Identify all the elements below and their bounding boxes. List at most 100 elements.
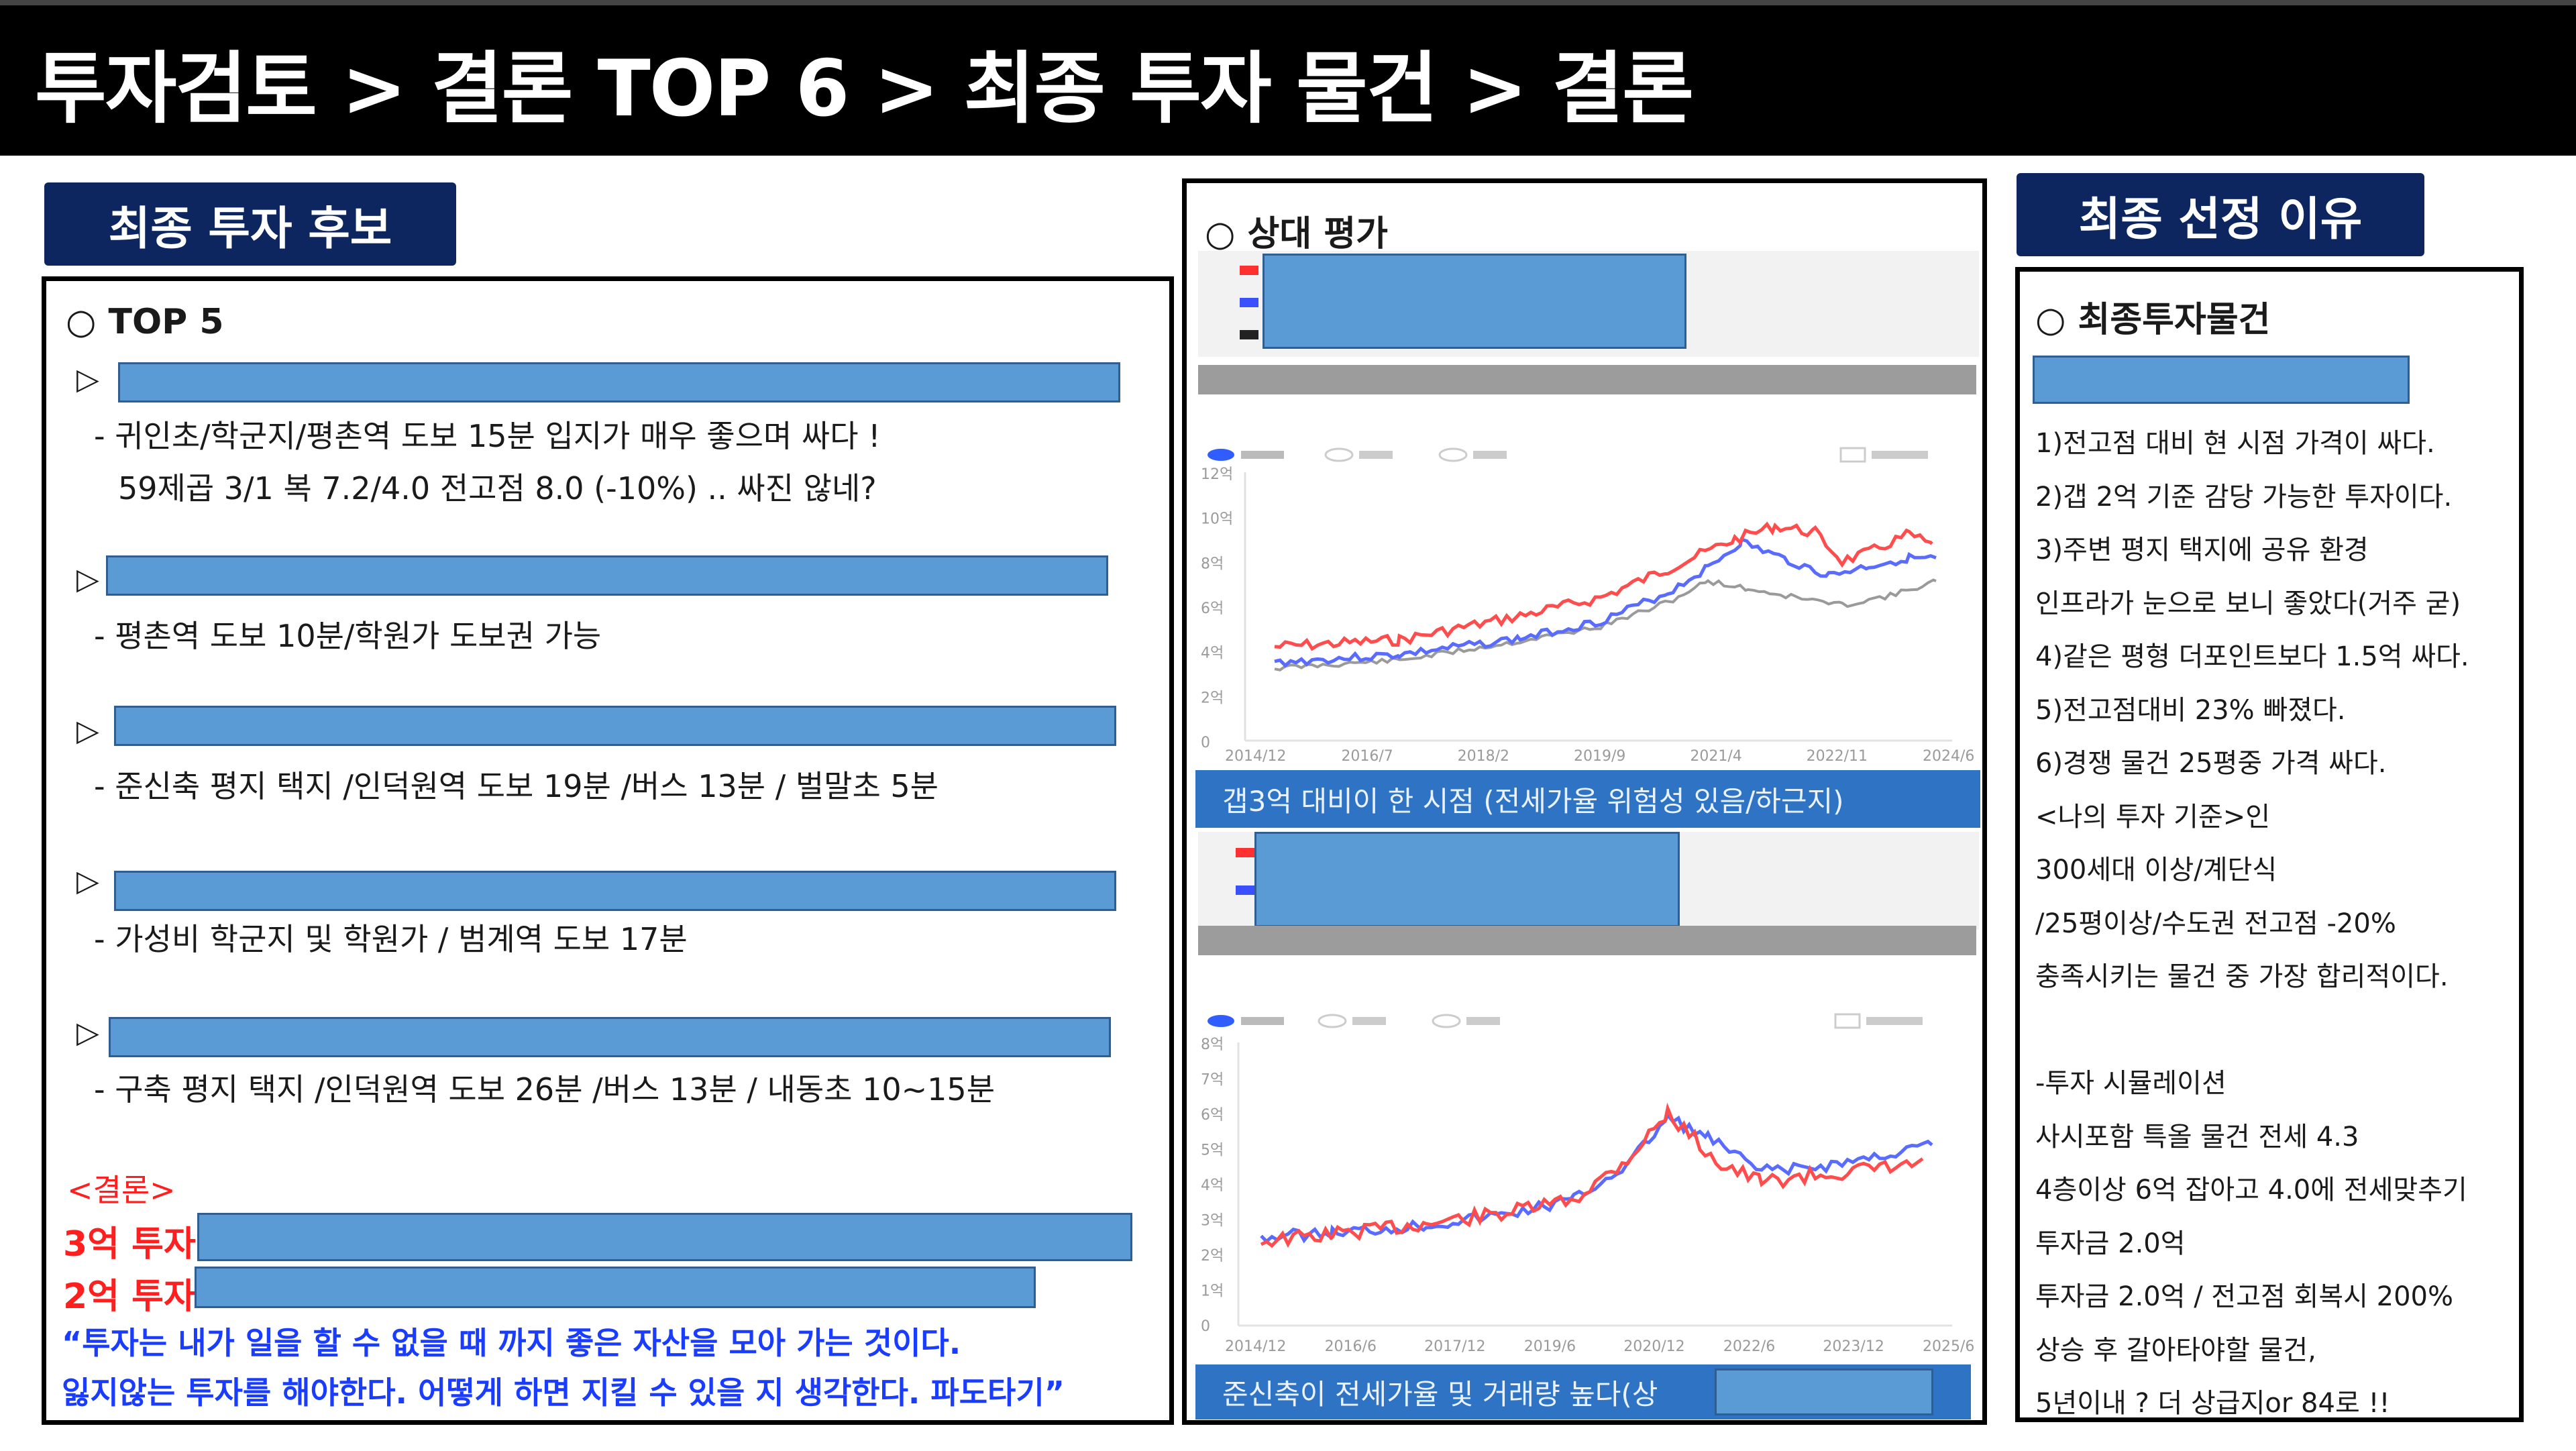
x-tick-label: 2024/6 [1923,748,1974,765]
redacted-candidate-name [114,871,1116,911]
chart2-svg: 8억 7억 6억 5억 4억 3억 2억 1억 0 2014/12 2016/6 2017/12 20… [1201,1013,1974,1355]
candidate-marker: ▷ [76,562,99,596]
candidate-marker: ▷ [76,1016,99,1050]
chart2-toggles [1208,1013,1923,1029]
chart1-caption: 갭3억 대비이 한 시점 (전세가율 위험성 있음/하근지) [1195,770,1980,828]
y-tick-label: 4억 [1201,1177,1224,1194]
reason-line: <나의 투자 기준>인 [2035,801,2271,832]
x-tick-label: 2019/9 [1574,748,1625,765]
relative-evaluation-heading: ○ 상대 평가 [1205,214,1388,254]
reason-line: 300세대 이상/계단식 [2035,855,2277,885]
redacted-chart2-caption [1715,1368,1933,1415]
candidate-detail: - 가성비 학군지 및 학원가 / 범계역 도보 17분 [94,921,688,957]
quote-line-1: “투자는 내가 일을 할 수 없을 때 까지 좋은 자산을 모아 가는 것이다. [62,1325,961,1361]
page-title: 투자검토 > 결론 TOP 6 > 최종 투자 물건 > 결론 [35,44,1694,134]
y-tick-label: 2억 [1201,690,1224,706]
redacted-chart1-legend [1263,254,1686,349]
chart2: 8억 7억 6억 5억 4억 3억 2억 1억 0 2014/12 2016/6 2017/12 20… [1198,963,1979,1366]
chart1-toggles [1208,447,1928,463]
reason-line: 충족시키는 물건 중 가장 합리적이다. [2035,961,2449,992]
x-tick-label: 2016/7 [1341,748,1393,765]
reason-line: 상승 후 갈아타야할 물건, [2035,1334,2316,1366]
chart1-legend-area [1198,251,1979,357]
reason-line: 3)주변 평지 택지에 공유 환경 [2035,535,2369,566]
x-tick-label: 2016/6 [1325,1338,1377,1355]
final-selection-reason-label: 최종 선정 이유 [2017,173,2424,256]
y-tick-label: 10억 [1201,511,1233,528]
x-tick-label: 2018/2 [1458,748,1509,765]
chart1-svg: 12억 10억 8억 6억 4억 2억 0 2014/12 2016/7 2018/2 2019/… [1201,447,1974,765]
y-tick-label: 5억 [1201,1142,1224,1159]
final-candidates-label: 최종 투자 후보 [44,182,456,266]
chart2-header-bar [1198,926,1976,955]
title-bar [0,0,2576,156]
reason-line: 사시포함 특올 물건 전세 4.3 [2035,1121,2359,1152]
redacted-candidate-name [106,555,1108,596]
redacted-candidate-name [109,1017,1111,1057]
legend-swatch-blue [1236,885,1254,895]
x-tick-label: 2014/12 [1225,748,1286,765]
final-selection-panel [2015,267,2524,1422]
candidate-marker: ▷ [76,864,99,898]
y-tick-label: 6억 [1201,600,1224,617]
reason-line: -투자 시뮬레이션 [2035,1068,2226,1099]
y-tick-label: 0 [1201,735,1210,751]
reason-line: 6)경쟁 물건 25평중 가격 싸다. [2035,748,2387,779]
reason-line: 투자금 2.0억 [2035,1228,2186,1259]
y-tick-label: 0 [1201,1318,1210,1335]
reason-line: 2)갭 2억 기준 감당 가능한 투자이다. [2035,481,2453,513]
candidate-detail: 59제곱 3/1 복 7.2/4.0 전고점 8.0 (-10%) .. 싸진 … [118,470,877,506]
x-tick-label: 2019/6 [1524,1338,1576,1355]
x-tick-label: 2023/12 [1823,1338,1884,1355]
reason-line: /25평이상/수도권 전고점 -20% [2035,908,2396,939]
y-tick-label: 12억 [1201,466,1233,483]
redacted-chart2-legend [1254,832,1680,927]
top5-heading: ○ TOP 5 [66,302,224,342]
invest-3eok-label: 3억 투자 [63,1224,196,1265]
redacted-3eok-pick [197,1213,1132,1261]
reason-line: 1)전고점 대비 현 시점 가격이 싸다. [2035,428,2435,459]
candidate-marker: ▷ [76,362,99,396]
x-tick-label: 2017/12 [1424,1338,1485,1355]
reason-line: 4)같은 평형 더포인트보다 1.5억 싸다. [2035,641,2469,672]
candidate-marker: ▷ [76,714,99,748]
x-tick-label: 2014/12 [1225,1338,1286,1355]
reason-line: 투자금 2.0억 / 전고점 회복시 200% [2035,1281,2454,1312]
candidate-detail: - 평촌역 도보 10분/학원가 도보권 가능 [94,618,602,654]
legend-swatch-black [1240,330,1258,339]
candidate-detail: - 준신축 평지 택지 /인덕원역 도보 19분 /버스 13분 / 벌말초 5… [94,768,938,804]
redacted-candidate-name [114,706,1116,746]
reason-line: 5년이내 ? 더 상급지or 84로 !! [2035,1388,2390,1419]
y-tick-label: 8억 [1201,1036,1224,1053]
y-tick-label: 1억 [1201,1283,1224,1300]
x-tick-label: 2021/4 [1690,748,1741,765]
reason-line: 인프라가 눈으로 보니 좋았다(거주 굳) [2035,588,2461,619]
chart1-header-bar [1198,365,1976,394]
x-tick-label: 2025/6 [1923,1338,1974,1355]
x-tick-label: 2020/12 [1623,1338,1684,1355]
candidate-detail: - 귀인초/학군지/평촌역 도보 15분 입지가 매우 좋으며 싸다 ! [94,418,881,454]
y-tick-label: 8억 [1201,555,1224,572]
legend-swatch-red [1236,848,1254,857]
x-tick-label: 2022/6 [1723,1338,1775,1355]
legend-swatch-blue [1240,298,1258,307]
reason-line: 5)전고점대비 23% 빠졌다. [2035,694,2346,726]
y-tick-label: 7억 [1201,1072,1224,1089]
conclusion-label: <결론> [67,1172,176,1208]
y-tick-label: 3억 [1201,1213,1224,1230]
redacted-final-property [2033,356,2410,404]
invest-2eok-label: 2억 투자 [63,1277,196,1317]
redacted-candidate-name [118,362,1120,402]
y-tick-label: 6억 [1201,1107,1224,1124]
chart1: 12억 10억 8억 6억 4억 2억 0 2014/12 2016/7 2018/2 2019/… [1198,400,1979,767]
legend-swatch-red [1240,266,1258,275]
redacted-2eok-pick [195,1267,1036,1308]
reason-line: 4층이상 6억 잡아고 4.0에 전세맞추기 [2035,1175,2467,1205]
y-tick-label: 4억 [1201,645,1224,662]
candidate-detail: - 구축 평지 택지 /인덕원역 도보 26분 /버스 13분 / 내동초 10… [94,1071,996,1108]
x-tick-label: 2022/11 [1807,748,1868,765]
final-property-heading: ○ 최종투자물건 [2035,300,2271,340]
y-tick-label: 2억 [1201,1248,1224,1265]
quote-line-2: 잃지않는 투자를 해야한다. 어떻게 하면 지킬 수 있을 지 생각한다. 파도… [62,1375,1065,1411]
chart2-legend-area [1198,832,1979,930]
